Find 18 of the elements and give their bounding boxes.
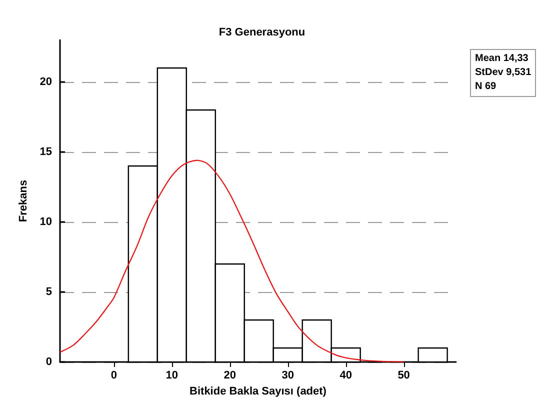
x-tick-label: 40 [340, 370, 352, 382]
y-tick-label: 0 [46, 356, 52, 368]
x-tick-label: 50 [398, 370, 410, 382]
y-tick-label: 15 [40, 146, 52, 158]
y-tick-label: 10 [40, 216, 52, 228]
y-tick-label: 5 [46, 286, 52, 298]
text: N 69 [475, 80, 498, 94]
chart-title: F3 Generasyonu [218, 26, 306, 38]
y-tick-label: 20 [40, 76, 52, 88]
x-tick-label: 30 [282, 370, 294, 382]
y-axis-title: Frekans [17, 180, 30, 222]
x-axis-title: Bitkide Bakla Sayısı (adet) [190, 386, 327, 398]
text: Mean 14,33 [475, 52, 530, 66]
line-series [59, 160, 404, 362]
x-tick-label: 0 [110, 370, 117, 382]
text: StDev 9,531 [475, 66, 532, 80]
x-tick-label: 10 [166, 370, 178, 382]
x-tick-label: 20 [224, 370, 236, 382]
